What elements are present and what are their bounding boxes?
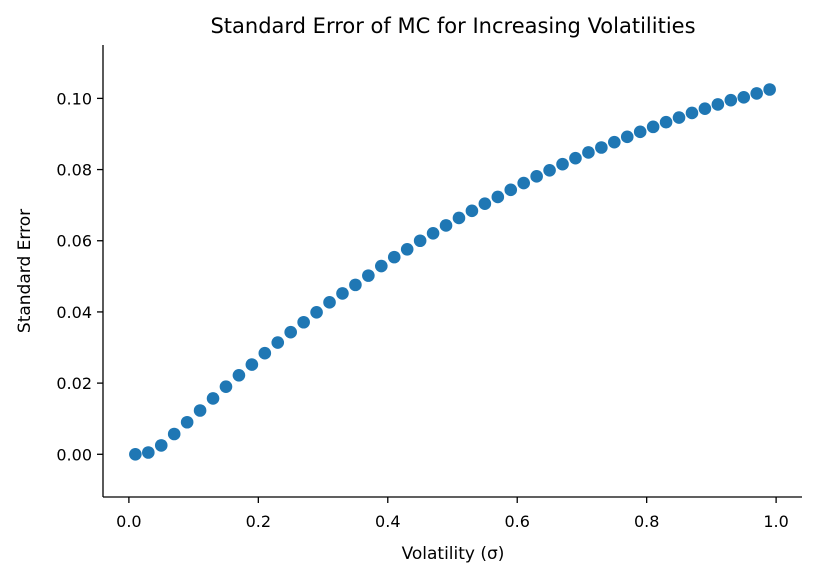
y-tick-label: 0.02 [56, 374, 92, 393]
data-point [271, 336, 285, 349]
data-point [336, 287, 349, 300]
x-tick-label: 0.8 [634, 512, 659, 531]
data-point [465, 204, 479, 218]
data-point [763, 83, 776, 96]
data-point [439, 219, 453, 232]
data-point [154, 439, 168, 452]
data-point [206, 392, 220, 405]
data-point [633, 125, 647, 139]
data-point [284, 325, 297, 339]
chart-title: Standard Error of MC for Increasing Vola… [210, 14, 695, 38]
data-point [620, 130, 634, 144]
data-point [375, 259, 388, 273]
data-point [672, 111, 686, 124]
data-point [750, 87, 763, 100]
data-point [219, 380, 233, 393]
x-tick-label: 1.0 [763, 512, 788, 531]
data-point [400, 242, 414, 256]
data-point [582, 146, 595, 159]
data-point [595, 141, 608, 154]
data-point [530, 170, 543, 183]
y-tick-label: 0.04 [56, 303, 92, 322]
data-point [245, 358, 259, 371]
x-axis-ticks: 0.0 0.2 0.4 0.6 0.8 1.0 [116, 497, 789, 531]
x-tick-label: 0.6 [504, 512, 529, 531]
data-point [258, 346, 272, 360]
data-point [724, 93, 738, 107]
data-point [452, 211, 466, 225]
data-point [426, 226, 440, 240]
data-point [556, 157, 569, 171]
y-tick-label: 0.08 [56, 161, 92, 180]
data-point [569, 151, 582, 165]
x-axis-label: Volatility (σ) [402, 544, 505, 564]
data-point [413, 234, 427, 248]
data-point [387, 250, 401, 264]
data-point [698, 102, 712, 116]
data-point [297, 315, 310, 329]
data-point [180, 415, 194, 429]
data-point [659, 115, 673, 129]
data-point [504, 183, 518, 197]
y-axis-ticks: 0.00 0.02 0.04 0.06 0.08 0.10 [56, 89, 103, 464]
data-point [323, 296, 336, 309]
x-tick-label: 0.2 [246, 512, 271, 531]
y-axis-label: Standard Error [15, 209, 35, 333]
data-point [362, 269, 375, 282]
data-point [711, 98, 725, 111]
y-tick-label: 0.06 [56, 232, 92, 251]
y-tick-label: 0.00 [56, 445, 92, 464]
data-point [129, 447, 142, 461]
data-point [646, 120, 660, 134]
x-tick-label: 0.0 [116, 512, 141, 531]
data-point [737, 91, 751, 104]
data-point [310, 305, 323, 319]
data-points [129, 83, 776, 461]
data-point [232, 368, 246, 382]
x-tick-label: 0.4 [375, 512, 400, 531]
data-point [517, 176, 530, 190]
data-point [685, 106, 699, 120]
data-point [478, 197, 492, 211]
data-point [193, 404, 207, 417]
y-tick-label: 0.10 [56, 89, 92, 108]
data-point [142, 446, 155, 459]
data-point [543, 163, 556, 177]
data-point [349, 278, 362, 292]
data-point [491, 190, 505, 204]
data-point [608, 135, 621, 149]
data-point [167, 427, 181, 441]
